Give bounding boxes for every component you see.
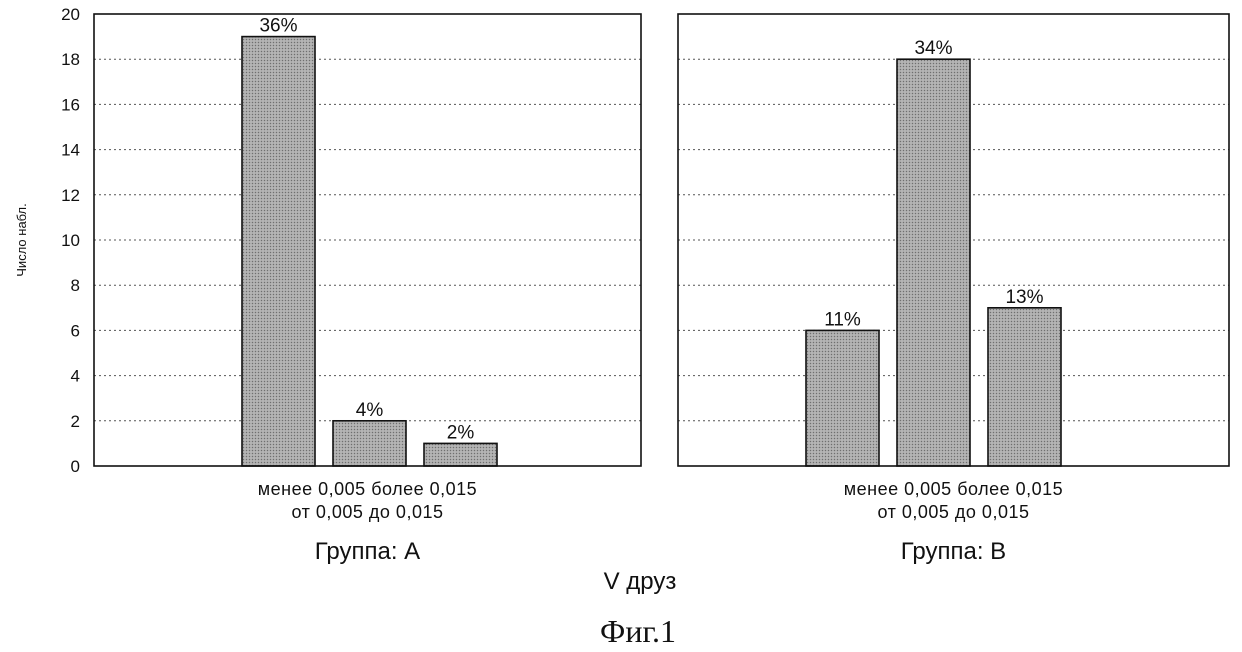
y-axis-label: Число набл. (14, 203, 29, 276)
panel-title: Группа: А (315, 538, 420, 565)
panel-title: Группа: В (901, 538, 1006, 565)
figure-caption: Фиг.1 (600, 613, 676, 649)
y-tick-label: 20 (61, 5, 80, 24)
y-tick-label: 16 (61, 95, 80, 114)
panel-group-a: 0 2 4 6 8 10 12 14 16 18 20 36% 4% 2% менее 0,005 боле… (61, 5, 641, 565)
y-tick-label: 18 (61, 50, 80, 69)
data-label: 2% (447, 422, 475, 443)
y-tick-label: 14 (61, 141, 80, 160)
category-labels-row-1: менее 0,005 более 0,015 (844, 479, 1063, 499)
data-label: 34% (914, 38, 952, 59)
panel-group-b: 11% 34% 13% менее 0,005 более 0,015 от 0,005… (678, 14, 1229, 565)
y-tick-label: 8 (71, 276, 80, 295)
bar-group-a-2 (333, 421, 406, 466)
y-tick-label: 2 (71, 412, 80, 431)
category-labels-row-1: менее 0,005 более 0,015 (258, 479, 477, 499)
category-labels-row-2: от 0,005 до 0,015 (292, 502, 444, 522)
y-tick-label: 12 (61, 186, 80, 205)
y-tick-label: 4 (71, 367, 80, 386)
plot-frame (94, 14, 641, 466)
bar-group-b-2 (897, 59, 970, 466)
bar-group-b-3 (988, 308, 1061, 466)
bar-group-a-3 (424, 443, 497, 466)
data-label: 4% (356, 400, 384, 421)
bar-group-a-1 (242, 37, 315, 466)
data-label: 13% (1005, 287, 1043, 308)
category-labels-row-2: от 0,005 до 0,015 (878, 502, 1030, 522)
y-tick-label: 6 (71, 321, 80, 340)
bar-group-b-1 (806, 330, 879, 466)
y-tick-label: 10 (61, 231, 80, 250)
y-tick-label: 0 (71, 457, 80, 476)
data-label: 11% (824, 309, 861, 330)
data-label: 36% (259, 16, 297, 37)
x-axis-label: V друз (604, 568, 677, 595)
